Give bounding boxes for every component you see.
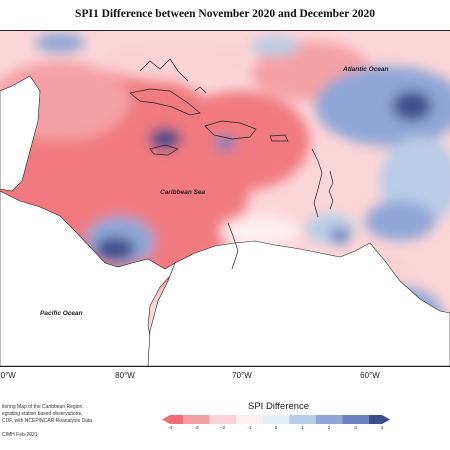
jamaica-outline	[149, 144, 179, 156]
legend-title: SPI Difference	[248, 401, 310, 412]
legend-swatch	[342, 415, 369, 424]
spi-map: Atlantic Ocean Caribbean Sea Pacific Oce…	[0, 30, 450, 367]
legend-tick-label: 3	[354, 426, 357, 431]
bahamas-outline	[139, 58, 189, 82]
lon-tick-label: 60°W	[360, 371, 380, 380]
legend-tick-label: -3	[194, 426, 199, 431]
hispaniola-outline	[204, 120, 257, 140]
legend-swatch	[162, 415, 184, 424]
south-america-land	[147, 240, 450, 366]
legend-tick-label: 4	[380, 426, 384, 431]
legend-colorbar	[162, 415, 390, 424]
credit-line: CDF, with NCEP/NCAR Reanalysis Data	[2, 418, 93, 424]
legend-swatch	[315, 415, 343, 424]
legend-tick-label: -4	[167, 426, 173, 431]
puerto-rico-outline	[269, 134, 289, 142]
legend-swatch	[289, 415, 316, 424]
island-outlines	[129, 58, 334, 270]
yucatan-land	[0, 75, 41, 192]
legend-swatch	[262, 415, 290, 424]
pacific-ocean-label: Pacific Ocean	[40, 310, 83, 317]
credit-line: itoring Map of the Caribbean Region.	[2, 404, 84, 410]
caribbean-sea-label: Caribbean Sea	[160, 189, 206, 196]
lon-tick-label: 80°W	[115, 371, 135, 380]
map-title: SPI1 Difference between November 2020 an…	[75, 8, 375, 20]
cuba-outline	[129, 88, 201, 116]
credit-line: egrating station based observations,	[2, 411, 83, 417]
lon-tick-label: 70°W	[232, 371, 252, 380]
legend-swatch	[236, 415, 263, 424]
legend-tick-label: -1	[247, 426, 252, 431]
land-masses	[0, 75, 450, 366]
turks-caicos-outline	[194, 86, 207, 94]
legend-tick-label: 2	[327, 426, 331, 431]
legend-tick-label: -2	[220, 426, 226, 431]
credit-date: CIMH Feb-2021	[2, 432, 38, 438]
windward-islands-outline	[328, 170, 334, 210]
legend-tick-label: 1	[301, 426, 304, 431]
legend-swatch	[209, 415, 237, 424]
legend-tick-label: 0	[274, 426, 278, 431]
legend-swatch	[183, 415, 210, 424]
lesser-antilles-outline	[311, 148, 323, 218]
colombia-coast-outline	[227, 222, 239, 270]
legend-swatch	[368, 415, 390, 424]
map-canvas: Atlantic Ocean Caribbean Sea Pacific Oce…	[0, 31, 450, 366]
atlantic-ocean-label: Atlantic Ocean	[342, 66, 389, 73]
lon-tick-label: 90°W	[0, 371, 16, 380]
